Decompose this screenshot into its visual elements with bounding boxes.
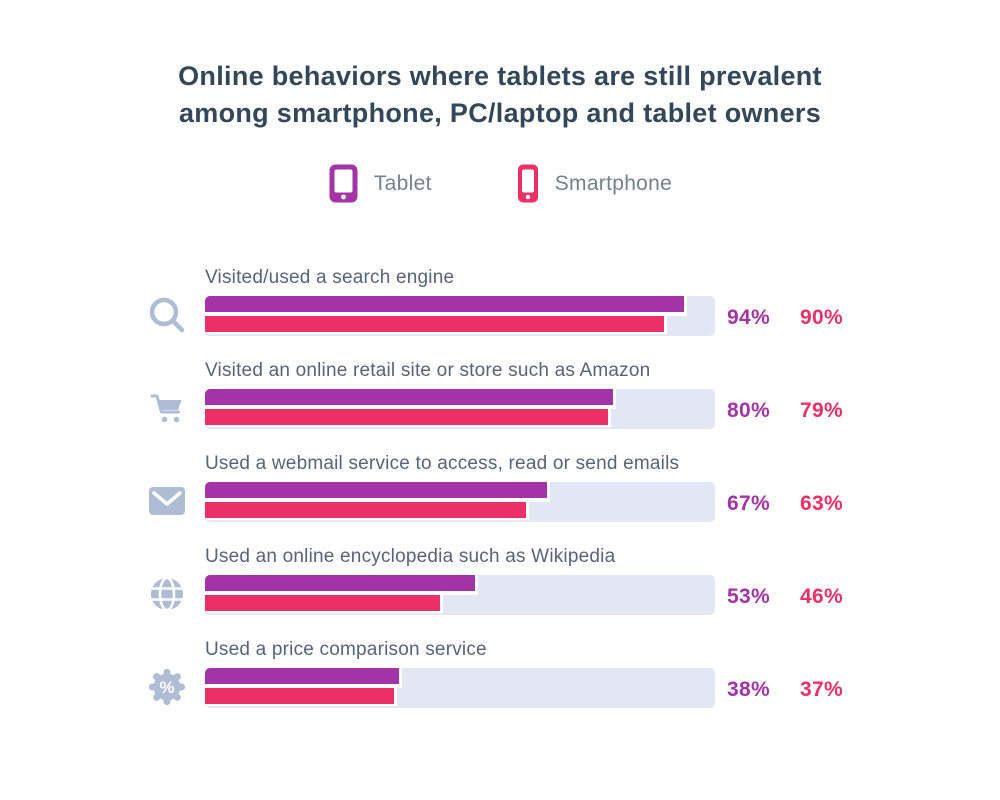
behavior-row: % Used a price comparison service 38% 37… [144, 639, 1000, 708]
tablet-bar [205, 295, 688, 316]
bar-track [205, 388, 715, 429]
behavior-label: Used a webmail service to access, read o… [205, 452, 680, 474]
behavior-label: Used an online encyclopedia such as Wiki… [205, 545, 616, 567]
bar-track [205, 574, 715, 615]
behavior-row: Visited/used a search engine 94% 90% [144, 267, 1000, 336]
behavior-label: Visited an online retail site or store s… [205, 359, 651, 381]
behavior-label: Used a price comparison service [205, 638, 487, 660]
discount-badge-icon: % [144, 666, 190, 708]
smartphone-value: 63% [800, 491, 843, 515]
shopping-cart-icon [144, 387, 190, 429]
behavior-label: Visited/used a search engine [205, 266, 455, 288]
chart-title-line1: Online behaviors where tablets are still… [178, 61, 822, 91]
behavior-row: Visited an online retail site or store s… [144, 360, 1000, 429]
legend-label: Tablet [373, 171, 432, 195]
bar-cell: Used an online encyclopedia such as Wiki… [205, 546, 715, 615]
tablet-bar [205, 388, 616, 409]
tablet-bar [205, 481, 550, 502]
bar-cell: Visited an online retail site or store s… [205, 360, 715, 429]
legend-label: Smartphone [554, 171, 673, 195]
chart-title: Online behaviors where tablets are still… [0, 58, 1000, 133]
smartphone-icon [516, 163, 540, 204]
tablet-value: 94% [727, 305, 770, 329]
bar-chart: Visited/used a search engine 94% 90% Vis… [0, 267, 1000, 708]
behavior-row: Used an online encyclopedia such as Wiki… [144, 546, 1000, 615]
bar-cell: Used a price comparison service [205, 639, 715, 708]
smartphone-bar [205, 687, 397, 706]
tablet-value: 53% [727, 584, 770, 608]
globe-icon [144, 573, 190, 615]
smartphone-value: 37% [800, 677, 843, 701]
smartphone-bar [205, 315, 667, 334]
behavior-row: Used a webmail service to access, read o… [144, 453, 1000, 522]
smartphone-value: 90% [800, 305, 843, 329]
legend-item: Tablet [328, 163, 432, 204]
smartphone-bar [205, 501, 530, 520]
legend: Tablet Smartphone [0, 163, 1000, 205]
tablet-bar [205, 574, 479, 595]
smartphone-value: 79% [800, 398, 843, 422]
smartphone-bar [205, 594, 443, 613]
bar-track [205, 481, 715, 522]
smartphone-value: 46% [800, 584, 843, 608]
bar-cell: Used a webmail service to access, read o… [205, 453, 715, 522]
tablet-value: 67% [727, 491, 770, 515]
tablet-value: 38% [727, 677, 770, 701]
bar-cell: Visited/used a search engine [205, 267, 715, 336]
search-icon [144, 294, 190, 336]
tablet-value: 80% [727, 398, 770, 422]
bar-track [205, 295, 715, 336]
svg-text:%: % [159, 678, 174, 697]
envelope-icon [144, 480, 190, 522]
tablet-icon [328, 163, 359, 204]
tablet-bar [205, 667, 402, 688]
smartphone-bar [205, 408, 611, 427]
bar-track [205, 667, 715, 708]
chart-title-line2: among smartphone, PC/laptop and tablet o… [178, 98, 822, 129]
legend-item: Smartphone [516, 163, 672, 204]
